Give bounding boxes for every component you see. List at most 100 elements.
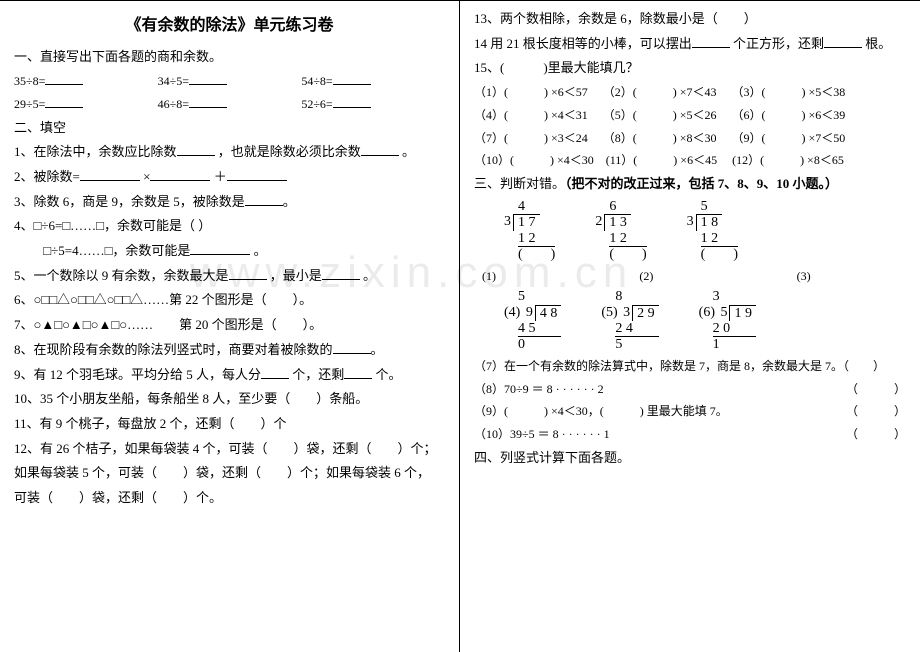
blank: [333, 339, 371, 354]
ld5-num: 2 9: [632, 305, 659, 321]
ld2: 6 21 3 1 2 ( ): [595, 199, 646, 263]
q15: 15、( )里最大能填几？: [474, 56, 906, 81]
q4a: 4、□÷6=□……□，余数可能是（ ）: [14, 214, 445, 239]
ld2-div: 2: [595, 214, 604, 229]
ld6-div: 5: [720, 305, 729, 320]
q12c: 可装（ ）袋，还剩（ ）个。: [14, 486, 445, 511]
q8rt: （8）70÷9 ＝ 8 · · · · · · 2: [474, 378, 604, 401]
eq-2c: 52÷6=: [301, 97, 332, 111]
eq-1b: 34÷5=: [158, 74, 189, 88]
ld5-q: 8: [601, 289, 658, 304]
blank: [322, 265, 360, 280]
q10r: （10）39÷5 ＝ 8 · · · · · · 1 （ ）: [474, 423, 906, 446]
blank: [189, 93, 227, 108]
blank: [692, 33, 730, 48]
ld3-num: 1 8: [696, 214, 723, 230]
r1: （1）( ) ×6＜57 （2）( ) ×7＜43 （3）( ) ×5＜38: [474, 81, 906, 104]
ld2-res: ( ): [595, 247, 646, 262]
ld4-num: 4 8: [535, 305, 562, 321]
eq-row-2: 29÷5= 46÷8= 52÷6=: [14, 93, 445, 116]
ld3-div: 3: [687, 214, 696, 229]
q1c: 。: [402, 144, 415, 159]
ld6-sub: 2 0: [699, 321, 756, 336]
longdiv-row-2: 5 (4) 94 8 4 5 0 8 (5) 32 9 2 4 5 3 (6) …: [504, 289, 906, 353]
q14c: 根。: [865, 36, 891, 51]
ld1-q: 4: [504, 199, 555, 214]
q13: 13、两个数相除，余数是 6，除数最小是（ ）: [474, 7, 906, 32]
ld4: 5 (4) 94 8 4 5 0: [504, 289, 561, 353]
q2b: ×: [143, 169, 150, 184]
eq-1a: 35÷8=: [14, 74, 45, 88]
q2c: ＋: [214, 169, 227, 184]
lbl2: (2): [639, 265, 748, 288]
ld2-q: 6: [595, 199, 646, 214]
q9: 9、有 12 个羽毛球。平均分给 5 人，每人分 个，还剩 个。: [14, 363, 445, 388]
ld4-div: 9: [526, 305, 535, 320]
labels-row-1: (1) (2) (3): [482, 265, 906, 288]
q1a: 1、在除法中，余数应比除数: [14, 144, 177, 159]
lbl4i: (4): [504, 305, 522, 320]
q10: 10、35 个小朋友坐船，每条船坐 8 人，至少要（ ）条船。: [14, 387, 445, 412]
q7: 7、○▲□○▲□○▲□○…… 第 20 个图形是（ ）。: [14, 313, 445, 338]
q3: 3、除数 6，商是 9，余数是 5，被除数是。: [14, 190, 445, 215]
q4at: 4、□÷6=□……□，余数可能是（: [14, 218, 195, 233]
q12b: 如果每袋装 5 个，可装（ ）袋，还剩（ ）个；如果每袋装 6 个，: [14, 461, 445, 486]
eq-2b: 46÷8=: [158, 97, 189, 111]
q9a: 9、有 12 个羽毛球。平均分给 5 人，每人分: [14, 367, 261, 382]
ld3-q: 5: [687, 199, 738, 214]
ld2-sub: 1 2: [595, 231, 646, 246]
blank: [229, 265, 267, 280]
ld4-sub: 4 5: [504, 321, 561, 336]
blank: [333, 70, 371, 85]
ld6-num: 1 9: [729, 305, 756, 321]
tail8: （ ）: [846, 378, 906, 401]
ld5-sub: 2 4: [601, 321, 658, 336]
eq-row-1: 35÷8= 34÷5= 54÷8=: [14, 70, 445, 93]
ld2-num: 1 3: [604, 214, 631, 230]
blank: [227, 166, 287, 181]
ld1-div: 3: [504, 214, 513, 229]
q5b: ，最小是: [270, 268, 322, 283]
ld1: 4 31 7 1 2 ( ): [504, 199, 555, 263]
lbl5i: (5): [601, 305, 619, 320]
q14a: 14 用 21 根长度相等的小棒，可以摆出: [474, 36, 692, 51]
q8: 8、在现阶段有余数的除法列竖式时，商要对着被除数的。: [14, 338, 445, 363]
r4: （10）( ) ×4＜30 (11）( ) ×6＜45 (12）( ) ×8＜6…: [474, 149, 906, 172]
section-3: 三、判断对错。（把不对的改正过来，包括 7、8、9、10 小题。）: [474, 172, 906, 197]
q1b: ，也就是除数必须比余数: [218, 144, 361, 159]
blank: [361, 141, 399, 156]
blank: [45, 70, 83, 85]
section-2-title: 二、填空: [14, 116, 445, 141]
eq-2a: 29÷5=: [14, 97, 45, 111]
q4dt: 。: [254, 243, 267, 258]
r2: （4）( ) ×4＜31 （5）( ) ×5＜26 （6）( ) ×6＜39: [474, 104, 906, 127]
blank: [177, 141, 215, 156]
ld1-sub: 1 2: [504, 231, 555, 246]
ld5-div: 3: [623, 305, 632, 320]
q12a: 12、有 26 个桔子，如果每袋装 4 个，可装（ ）袋，还剩（ ）个；: [14, 437, 445, 462]
q1: 1、在除法中，余数应比除数 ，也就是除数必须比余数 。: [14, 140, 445, 165]
section-1-title: 一、直接写出下面各题的商和余数。: [14, 45, 445, 70]
q14: 14 用 21 根长度相等的小棒，可以摆出 个正方形，还剩 根。: [474, 32, 906, 57]
ld5-res: 5: [601, 337, 658, 352]
ld3-res: ( ): [687, 247, 738, 262]
tail10: （ ）: [846, 423, 906, 446]
blank: [189, 70, 227, 85]
q7r: （7）在一个有余数的除法算式中，除数是 7，商是 8，余数最大是 7。（ ）: [474, 355, 906, 378]
q2: 2、被除数= × ＋: [14, 165, 445, 190]
q4ct: □÷5=4……□，余数可能是: [14, 243, 190, 258]
blank: [824, 33, 862, 48]
tail9: （ ）: [846, 400, 906, 423]
q9r: （9）( ) ×4＜30，( ) 里最大能填 7。 （ ）: [474, 400, 906, 423]
page: 《有余数的除法》单元练习卷 一、直接写出下面各题的商和余数。 35÷8= 34÷…: [0, 0, 920, 652]
ld3: 5 31 8 1 2 ( ): [687, 199, 738, 263]
lbl3: (3): [797, 265, 906, 288]
right-column: 13、两个数相除，余数是 6，除数最小是（ ） 14 用 21 根长度相等的小棒…: [460, 1, 920, 652]
q14b: 个正方形，还剩: [733, 36, 824, 51]
ld6-res: 1: [699, 337, 756, 352]
q9rt: （9）( ) ×4＜30，( ) 里最大能填 7。: [474, 400, 728, 423]
blank: [344, 364, 372, 379]
q5c: 。: [363, 268, 376, 283]
ld1-res: ( ): [504, 247, 555, 262]
ld3-sub: 1 2: [687, 231, 738, 246]
